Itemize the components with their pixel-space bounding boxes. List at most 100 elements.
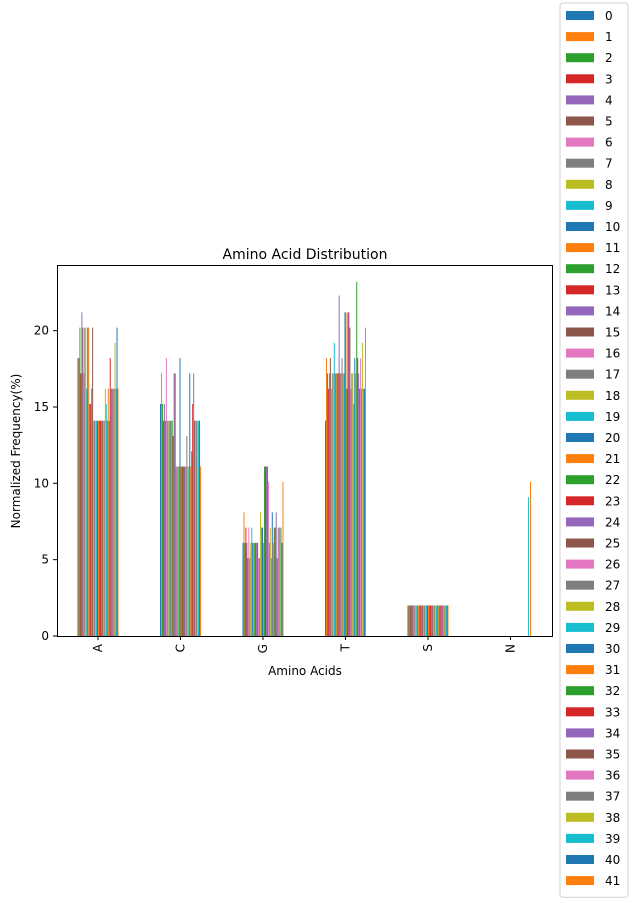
x-tick-label: A [91,643,105,652]
bar-T-series-31 [355,373,357,636]
legend-swatch [566,11,594,20]
legend-swatch [566,728,594,738]
bar-S-series-29 [435,605,437,636]
legend-label: 3 [605,72,613,86]
bar-C-series-38 [197,420,199,636]
bar-T-series-14 [338,295,340,636]
bar-T-series-9 [333,342,335,636]
bar-S-series-19 [426,605,428,636]
bar-A-series-33 [109,358,111,636]
legend-swatch [566,601,594,611]
bar-A-series-8 [85,327,87,636]
bar-C-series-6 [165,358,167,636]
bar-T-series-2 [326,373,328,636]
bar-G-series-10 [252,542,254,636]
bar-A-series-20 [97,420,98,636]
legend-swatch [566,348,594,358]
bar-A-series-38 [114,342,116,636]
bar-T-series-18 [342,373,344,636]
bar-A-series-17 [94,420,96,636]
bar-C-series-27 [186,436,188,636]
bar-T-series-7 [331,373,333,636]
legend-label: 29 [605,621,620,635]
x-tick-label: C [174,644,188,652]
legend-swatch [566,116,594,126]
legend-label: 2 [605,51,613,65]
legend-label: 33 [605,705,620,719]
legend-swatch [566,411,594,421]
bar-G-series-32 [273,527,275,636]
bar-T-series-17 [341,358,343,636]
bar-G-series-31 [272,542,274,636]
bar-S-series-33 [439,605,441,636]
bar-G-series-39 [280,527,282,636]
bar-G-series-14 [256,542,258,636]
bar-C-series-24 [183,466,185,636]
legend-label: 7 [605,157,613,171]
bar-C-series-31 [190,466,192,636]
legend-swatch [566,285,594,295]
bar-T-series-20 [344,312,346,636]
plot-area [77,281,531,636]
bar-S-series-0 [407,605,409,636]
bar-T-series-38 [362,342,364,636]
bar-A-series-7 [84,327,86,636]
legend-label: 41 [605,874,620,888]
bar-G-series-38 [279,527,281,636]
bar-A-series-15 [92,327,94,636]
legend-swatch [566,53,594,63]
legend-swatch [566,74,594,84]
legend-label: 17 [605,368,620,382]
bar-S-series-38 [444,605,446,636]
bar-G-series-37 [278,527,280,636]
y-tick-label: 10 [34,476,49,490]
legend-label: 11 [605,241,620,255]
bar-A-series-28 [104,388,106,636]
bar-A-series-40 [116,327,118,636]
bar-C-series-32 [191,451,193,636]
x-axis-label: Amino Acids [268,664,342,678]
bar-G-series-0 [242,542,244,636]
bar-T-series-37 [361,388,363,636]
legend-swatch [566,390,594,400]
bar-T-series-4 [328,373,330,636]
chart-title: Amino Acid Distribution [223,247,388,263]
bar-C-series-16 [175,466,177,636]
bar-A-series-6 [83,373,85,636]
bar-S-series-7 [414,605,416,636]
bar-S-series-15 [422,605,424,636]
bar-T-series-0 [325,420,326,636]
legend-swatch [566,158,594,168]
bar-A-series-21 [98,420,99,636]
bar-N-series-39 [528,497,530,636]
bar-A-series-36 [112,388,114,636]
y-tick-label: 15 [34,400,49,414]
bar-T-series-22 [346,388,348,636]
bar-S-series-40 [446,605,448,636]
bar-T-series-23 [347,312,349,636]
bar-G-series-30 [271,512,273,636]
bar-A-series-0 [77,358,79,636]
bar-C-series-26 [185,466,187,636]
bar-C-series-13 [172,436,174,636]
bar-G-series-41 [282,481,284,636]
legend-label: 6 [605,136,613,150]
legend-swatch [566,770,594,780]
bar-C-series-41 [200,466,201,636]
bar-C-series-40 [199,420,201,636]
legend-label: 32 [605,684,620,698]
bar-T-series-5 [329,358,331,636]
bar-G-series-22 [263,466,265,636]
legend-swatch [566,622,594,632]
bar-S-series-13 [420,605,422,636]
bar-S-series-21 [428,605,429,636]
bar-A-series-25 [101,420,103,636]
bar-T-series-28 [352,373,354,636]
bar-A-series-27 [103,420,105,636]
bar-C-series-5 [164,420,166,636]
bar-G-series-29 [270,558,272,636]
bar-G-series-2 [244,542,246,636]
bar-T-series-16 [340,373,342,636]
x-tick-label: N [504,644,518,653]
bar-A-series-30 [106,420,108,636]
